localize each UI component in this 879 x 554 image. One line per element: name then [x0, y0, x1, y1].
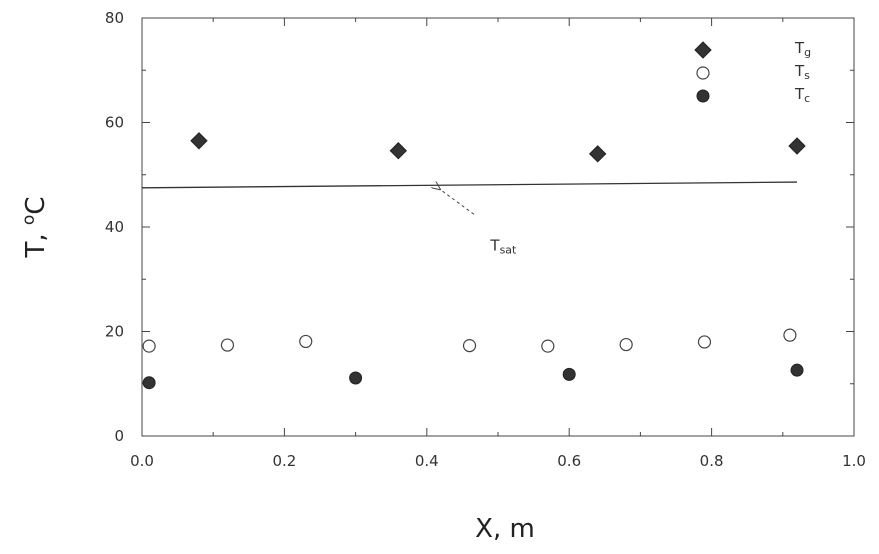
y-axis-title-unit: C	[21, 197, 51, 215]
point-tg	[190, 132, 208, 150]
tsat-line	[141, 181, 798, 189]
data-points	[142, 132, 806, 390]
x-axis: 0.0 0.2 0.4 0.6 0.8 1.0	[130, 18, 866, 470]
x-tick-label: 0.0	[130, 452, 154, 470]
plot-frame	[141, 17, 855, 437]
legend-marker-tc	[696, 89, 710, 103]
y-axis-title-main: T,	[21, 225, 51, 258]
y-axis-title-degree: o	[19, 215, 39, 225]
point-tc	[349, 371, 363, 385]
legend: Tg Ts Tc	[694, 39, 811, 105]
legend-label-ts: Ts	[794, 62, 810, 82]
y-tick-label: 60	[105, 114, 124, 132]
point-ts	[619, 337, 633, 352]
y-axis: 0 20 40 60 80	[105, 9, 854, 445]
point-tg	[588, 145, 607, 163]
y-axis-title: T, oC	[19, 197, 51, 259]
x-tick-label: 0.2	[272, 452, 296, 470]
point-tc	[142, 376, 156, 390]
legend-marker-tg	[694, 41, 712, 59]
point-ts	[299, 334, 313, 349]
x-tick-label: 1.0	[842, 452, 866, 470]
tsat-arrow	[440, 189, 475, 215]
point-ts	[697, 335, 712, 349]
x-tick-label: 0.4	[415, 452, 439, 470]
legend-marker-ts	[696, 66, 710, 80]
point-tc	[562, 367, 576, 381]
legend-label-tc: Tc	[794, 85, 810, 105]
y-tick-label: 80	[105, 9, 124, 27]
legend-label-tg: Tg	[794, 39, 811, 59]
point-ts	[541, 339, 555, 353]
point-tc	[790, 363, 804, 377]
x-tick-label: 0.8	[700, 452, 724, 470]
x-axis-title: X, m	[475, 514, 535, 544]
point-ts	[783, 328, 797, 342]
tsat-reference-line: Tsat	[141, 181, 798, 257]
point-tg	[389, 142, 408, 160]
y-tick-label: 0	[114, 427, 124, 445]
x-tick-label: 0.6	[557, 452, 581, 470]
y-tick-label: 40	[105, 218, 124, 236]
point-ts	[462, 339, 477, 353]
point-ts	[220, 338, 235, 352]
point-tg	[788, 137, 806, 155]
tsat-label: Tsat	[489, 237, 517, 257]
y-tick-label: 20	[105, 323, 124, 341]
point-ts	[142, 339, 156, 353]
